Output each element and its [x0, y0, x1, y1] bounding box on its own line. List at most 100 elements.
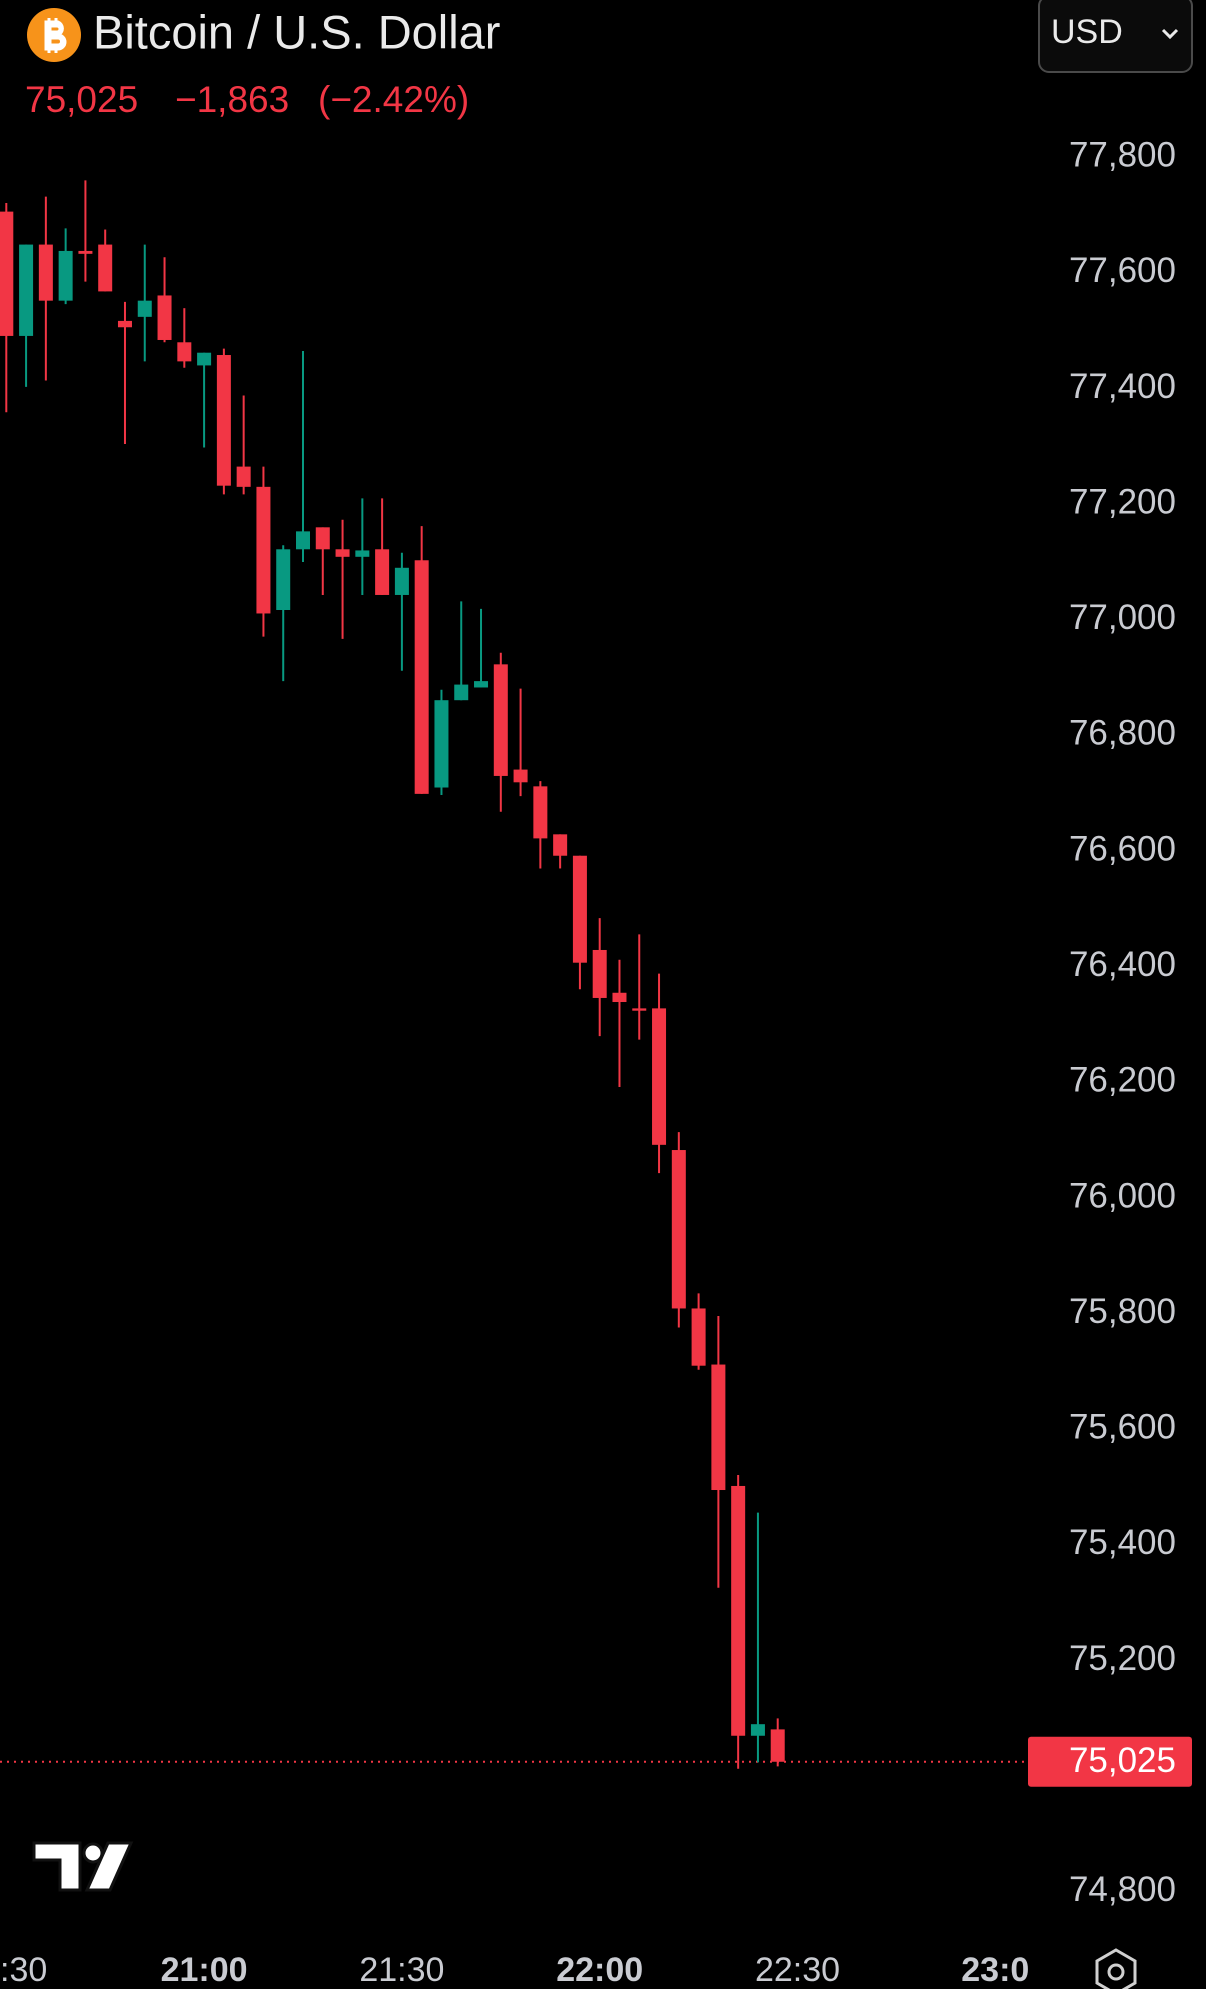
candle	[691, 1293, 706, 1370]
candle-body	[652, 1008, 667, 1145]
y-tick-label: 74,800	[1069, 1870, 1176, 1909]
candle-body	[177, 342, 192, 362]
plot-area: 74,800 75,200 75,400 75,600 75,800 76,000 76,2…	[0, 136, 1192, 1989]
y-tick-label: 75,600	[1069, 1408, 1176, 1447]
candle	[296, 350, 310, 563]
candle-body	[256, 486, 271, 614]
candle	[58, 228, 73, 305]
candle	[38, 196, 53, 381]
candle-body	[98, 244, 113, 292]
x-tick-label: 21:30	[359, 1951, 444, 1989]
candle-body	[553, 834, 568, 856]
chart-title: Bitcoin / U.S. Dollar	[93, 5, 500, 58]
candle	[671, 1132, 686, 1328]
candle-body	[276, 549, 291, 610]
candle-body	[375, 549, 390, 595]
candle	[513, 688, 528, 797]
candle-body	[394, 567, 409, 595]
price-change: −1,863	[175, 79, 289, 120]
tradingview-logo	[32, 1841, 134, 1892]
candle-body	[157, 295, 172, 340]
candle	[78, 180, 93, 282]
candle-body	[315, 527, 330, 550]
candle-body	[474, 681, 489, 688]
candle	[474, 608, 489, 688]
candle	[652, 973, 667, 1174]
candle-body	[572, 855, 587, 963]
y-tick-label: 76,200	[1069, 1061, 1176, 1100]
candle-body	[414, 560, 429, 794]
candle	[493, 652, 508, 812]
y-tick-label: 76,600	[1069, 829, 1176, 868]
candle-body	[493, 664, 508, 776]
currency-chevron[interactable]	[1161, 28, 1179, 40]
candle-body	[454, 684, 469, 701]
x-tick-label: 23:0	[961, 1951, 1029, 1989]
candle-body	[19, 244, 34, 336]
y-tick-label: 77,400	[1069, 367, 1176, 406]
candle	[632, 934, 647, 1040]
candle	[177, 308, 192, 368]
candle-body	[355, 550, 370, 557]
last-price-marker	[1028, 1736, 1192, 1787]
y-tick-label: 77,600	[1069, 251, 1176, 290]
candle	[117, 301, 132, 445]
logo-slash	[84, 1841, 134, 1892]
y-tick-label: 75,200	[1069, 1639, 1176, 1678]
candle	[315, 527, 330, 595]
settings-hexagon[interactable]	[1095, 1948, 1137, 1989]
candle	[375, 498, 390, 595]
candle	[454, 601, 469, 701]
candle-body	[533, 786, 548, 839]
candle-body	[711, 1364, 726, 1491]
y-tick-label: 75,400	[1069, 1523, 1176, 1562]
candle	[612, 959, 627, 1088]
candle-body	[750, 1724, 765, 1736]
candle-body	[78, 250, 93, 254]
candle	[0, 202, 14, 413]
candle	[414, 526, 429, 794]
btc-logo	[27, 8, 81, 62]
candle-body	[236, 466, 251, 487]
settings-button[interactable]	[1095, 1948, 1137, 1989]
candle-body	[592, 949, 607, 998]
candle	[216, 348, 231, 495]
candle	[434, 689, 449, 796]
y-tick-label: 77,800	[1069, 136, 1176, 175]
candle-body	[38, 244, 53, 301]
candle-body	[671, 1150, 686, 1309]
x-tick-label: 21:00	[161, 1951, 248, 1989]
candle	[355, 498, 370, 595]
candle-body	[632, 1008, 647, 1011]
x-tick-label: 22:00	[556, 1951, 643, 1989]
y-tick-label: 77,000	[1069, 598, 1176, 637]
x-tick-label: 22:30	[755, 1951, 840, 1989]
candle	[276, 545, 291, 682]
candle-body	[58, 250, 73, 301]
candle	[256, 466, 271, 637]
candle	[533, 781, 548, 869]
y-tick-label: 75,800	[1069, 1292, 1176, 1331]
candle-body	[770, 1729, 785, 1762]
candle	[335, 519, 350, 639]
x-tick-label: :30	[0, 1951, 47, 1989]
candle-body	[335, 549, 350, 557]
currency-button[interactable]	[1038, 0, 1193, 73]
currency-select[interactable]: USD	[1038, 0, 1193, 73]
btc-logo-glyph	[44, 18, 67, 53]
candle-body	[612, 992, 627, 1003]
price-change-percent: (−2.42%)	[318, 79, 469, 120]
candle	[137, 244, 152, 362]
currency-label[interactable]: USD	[1051, 13, 1123, 51]
last-price-marker-label: 75,025	[1069, 1741, 1176, 1780]
settings-dot[interactable]	[1107, 1963, 1125, 1981]
candle-body	[296, 531, 310, 550]
candle-body	[691, 1308, 706, 1366]
candle-body	[513, 769, 528, 783]
candle-body	[197, 352, 212, 366]
candle	[711, 1315, 726, 1588]
candle	[592, 918, 607, 1037]
candle-body	[731, 1485, 746, 1736]
candle	[236, 395, 251, 495]
